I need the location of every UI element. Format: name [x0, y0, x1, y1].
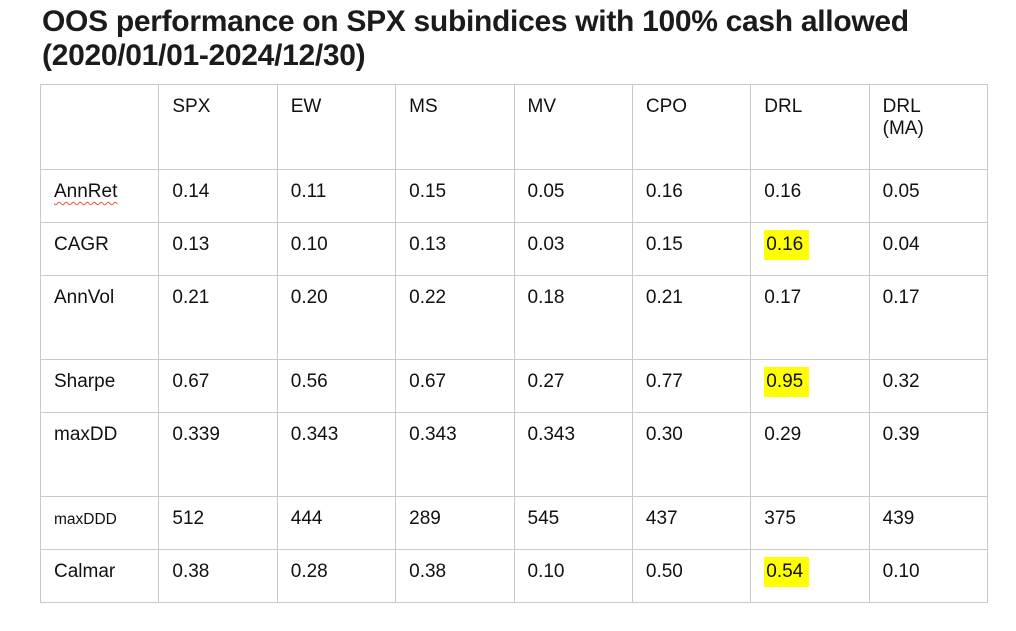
cell-maxddd-cpo: 437 — [631, 496, 752, 550]
highlighted-value: 0.16 — [764, 230, 810, 260]
cell-cagr-ew: 0.10 — [276, 222, 397, 276]
cell-annvol-ms: 0.22 — [395, 275, 515, 360]
cell-annvol-drl: 0.17 — [750, 275, 870, 360]
cell-annret-cpo: 0.16 — [631, 169, 752, 223]
row-label-maxddd: maxDDD — [39, 496, 160, 550]
cell-cagr-drl: 0.16 — [750, 222, 870, 276]
cell-sharpe-drlma: 0.32 — [868, 359, 989, 413]
cell-cagr-spx: 0.13 — [158, 222, 278, 276]
row-label-calmar: Calmar — [39, 549, 160, 603]
cell-maxdd-drl: 0.29 — [750, 412, 870, 497]
highlighted-value: 0.95 — [764, 367, 810, 397]
cell-maxddd-ew: 444 — [276, 496, 397, 550]
row-label-annret: AnnRet — [39, 169, 160, 223]
row-label-maxdd: maxDD — [39, 412, 160, 497]
cell-annret-ew: 0.11 — [276, 169, 397, 223]
cell-annvol-mv: 0.18 — [513, 275, 633, 360]
table-row-calmar: Calmar 0.38 0.28 0.38 0.10 0.50 0.54 0.1… — [39, 549, 989, 603]
cell-annvol-cpo: 0.21 — [631, 275, 752, 360]
cell-maxdd-ms: 0.343 — [395, 412, 515, 497]
header-row: SPX EW MS MV CPO DRL DRL (MA) — [39, 84, 989, 170]
column-header-ms: MS — [395, 84, 515, 170]
cell-cagr-drlma: 0.04 — [868, 222, 989, 276]
column-header-mv: MV — [513, 84, 633, 170]
cell-annvol-spx: 0.21 — [158, 275, 278, 360]
cell-sharpe-spx: 0.67 — [158, 359, 278, 413]
cell-maxdd-spx: 0.339 — [158, 412, 278, 497]
cell-annvol-drlma: 0.17 — [868, 275, 989, 360]
cell-maxdd-cpo: 0.30 — [631, 412, 752, 497]
cell-calmar-ms: 0.38 — [395, 549, 515, 603]
row-label-text: maxDDD — [54, 511, 117, 528]
table-row-sharpe: Sharpe 0.67 0.56 0.67 0.27 0.77 0.95 0.3… — [39, 359, 989, 413]
cell-calmar-spx: 0.38 — [158, 549, 278, 603]
row-label-sharpe: Sharpe — [39, 359, 160, 413]
column-header-spx: SPX — [158, 84, 278, 170]
table-row-annvol: AnnVol 0.21 0.20 0.22 0.18 0.21 0.17 0.1… — [39, 275, 989, 360]
cell-calmar-drlma: 0.10 — [868, 549, 989, 603]
cell-calmar-ew: 0.28 — [276, 549, 397, 603]
cell-calmar-drl: 0.54 — [750, 549, 870, 603]
cell-annret-spx: 0.14 — [158, 169, 278, 223]
cell-annret-ms: 0.15 — [395, 169, 515, 223]
row-label-annvol: AnnVol — [39, 275, 160, 360]
table-row-maxddd: maxDDD 512 444 289 545 437 375 439 — [39, 496, 989, 550]
performance-table: SPX EW MS MV CPO DRL DRL (MA) AnnRet 0.1… — [39, 84, 989, 603]
cell-annvol-ew: 0.20 — [276, 275, 397, 360]
cell-maxddd-ms: 289 — [395, 496, 515, 550]
cell-maxdd-ew: 0.343 — [276, 412, 397, 497]
table-row-annret: AnnRet 0.14 0.11 0.15 0.05 0.16 0.16 0.0… — [39, 169, 989, 223]
misspelled-word: AnnRet — [54, 181, 118, 202]
cell-cagr-cpo: 0.15 — [631, 222, 752, 276]
cell-maxddd-drlma: 439 — [868, 496, 989, 550]
page-title: OOS performance on SPX subindices with 1… — [42, 5, 909, 72]
cell-sharpe-mv: 0.27 — [513, 359, 633, 413]
column-header-cpo: CPO — [631, 84, 752, 170]
table-row-cagr: CAGR 0.13 0.10 0.13 0.03 0.15 0.16 0.04 — [39, 222, 989, 276]
column-header-ew: EW — [276, 84, 397, 170]
cell-sharpe-drl: 0.95 — [750, 359, 870, 413]
cell-annret-drl: 0.16 — [750, 169, 870, 223]
row-label-cagr: CAGR — [39, 222, 160, 276]
cell-calmar-mv: 0.10 — [513, 549, 633, 603]
cell-sharpe-cpo: 0.77 — [631, 359, 752, 413]
cell-maxdd-mv: 0.343 — [513, 412, 633, 497]
column-header-drl-ma: DRL (MA) — [868, 84, 989, 170]
cell-sharpe-ms: 0.67 — [395, 359, 515, 413]
cell-maxddd-drl: 375 — [750, 496, 870, 550]
highlighted-value: 0.54 — [764, 557, 810, 587]
cell-maxddd-mv: 545 — [513, 496, 633, 550]
table-row-maxdd: maxDD 0.339 0.343 0.343 0.343 0.30 0.29 … — [39, 412, 989, 497]
cell-maxddd-spx: 512 — [158, 496, 278, 550]
cell-maxdd-drlma: 0.39 — [868, 412, 989, 497]
cell-annret-drlma: 0.05 — [868, 169, 989, 223]
cell-cagr-ms: 0.13 — [395, 222, 515, 276]
cell-cagr-mv: 0.03 — [513, 222, 633, 276]
column-header-drl: DRL — [750, 84, 870, 170]
cell-annret-mv: 0.05 — [513, 169, 633, 223]
column-header-blank — [39, 84, 160, 170]
cell-sharpe-ew: 0.56 — [276, 359, 397, 413]
cell-calmar-cpo: 0.50 — [631, 549, 752, 603]
